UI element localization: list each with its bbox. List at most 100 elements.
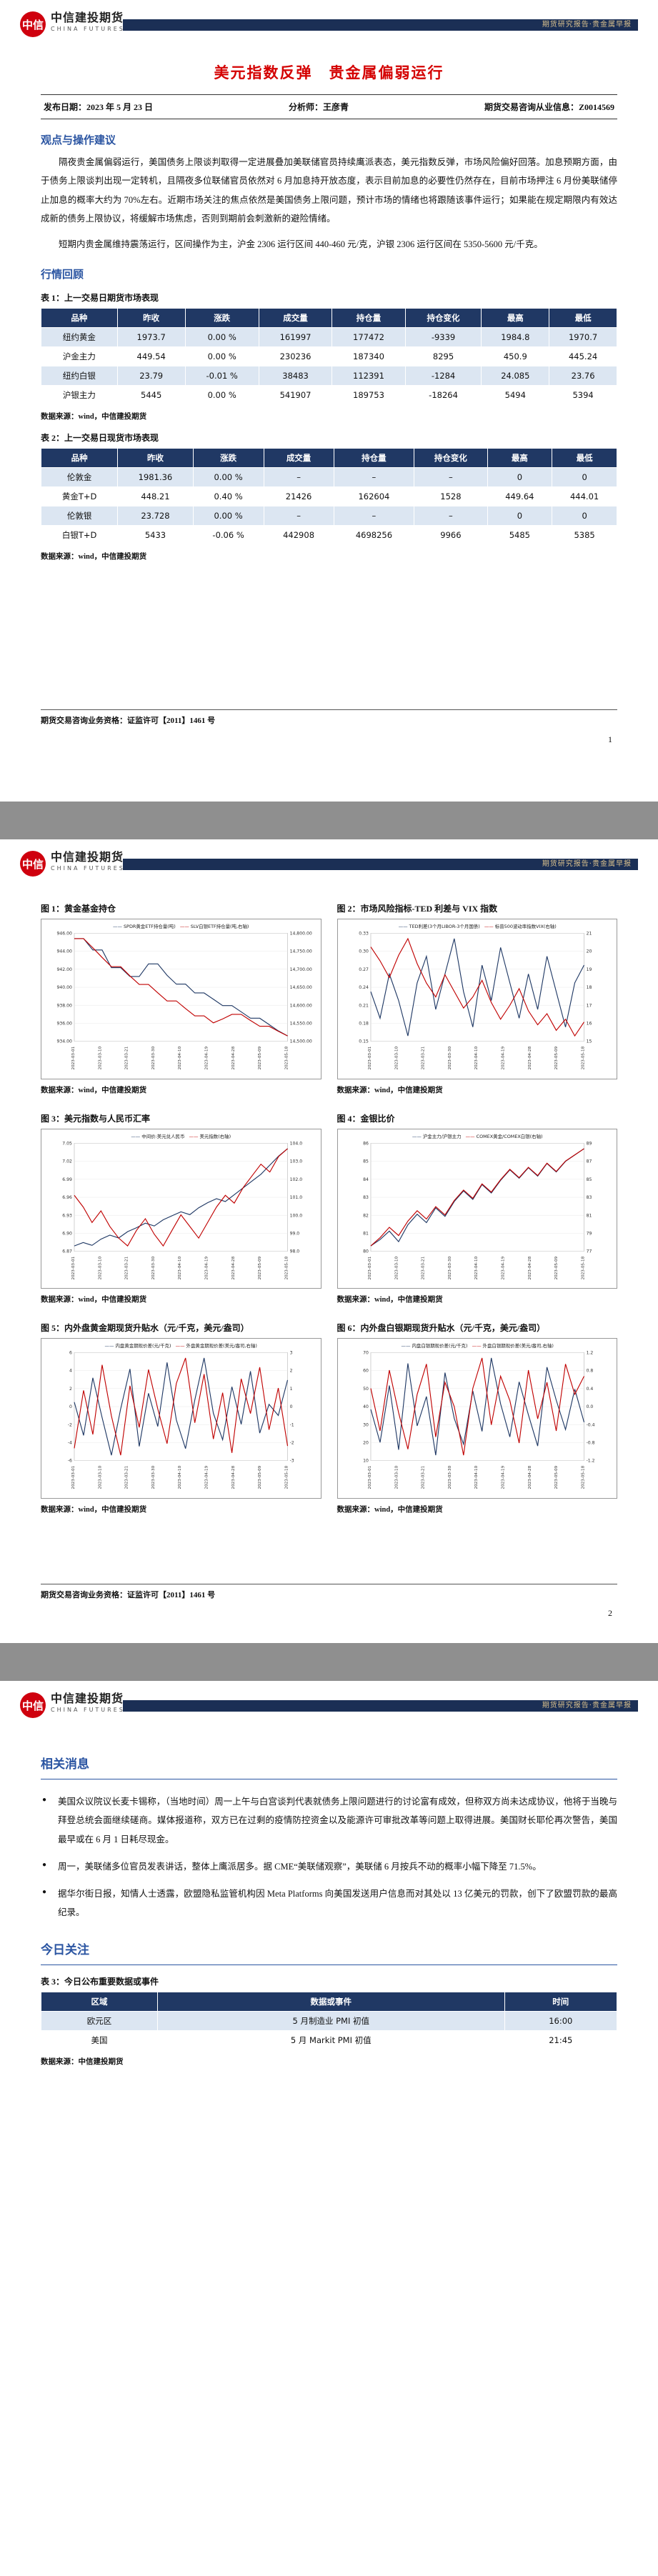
svg-text:79: 79 (586, 1231, 592, 1236)
svg-text:6.87: 6.87 (62, 1249, 72, 1254)
svg-text:89: 89 (586, 1141, 592, 1146)
table-cell: 5485 (487, 525, 553, 546)
svg-text:6.93: 6.93 (62, 1213, 72, 1218)
chart-gold-basis: —— 内盘黄金期现价差(元/千克) —— 外盘黄金期现价差(美元/盎司,右轴) 6… (68, 1343, 294, 1489)
page-number: 1 (608, 734, 612, 744)
logo-text-block: 中信建投期货 CHINA FUTURES (51, 1692, 125, 1713)
svg-text:2023-04-19: 2023-04-19 (501, 1046, 505, 1069)
svg-text:2023-03-21: 2023-03-21 (125, 1256, 129, 1279)
svg-text:2023-05-18: 2023-05-18 (285, 1466, 289, 1489)
figure-3-source: 数据来源：wind，中信建投期货 (41, 1296, 147, 1304)
table-cell: 449.64 (487, 486, 553, 507)
section-today-heading: 今日关注 (41, 1940, 617, 1965)
svg-text:0.4: 0.4 (586, 1387, 593, 1392)
report-banner: 期货研究报告·贵金属早报 (123, 19, 638, 31)
svg-text:2023-04-28: 2023-04-28 (231, 1256, 236, 1279)
logo-text-block: 中信建投期货 CHINA FUTURES (51, 851, 125, 872)
svg-text:0: 0 (69, 1405, 72, 1410)
spot-market-table: 品种 昨收 涨跌 成交量 持仓量 持仓变化 最高 最低 伦敦金 1981.36 0.00 % – – –0… (40, 448, 617, 546)
table-cell: -0.06 % (192, 525, 264, 546)
logo-company-name-en: CHINA FUTURES (51, 865, 125, 872)
company-logo: 中信 中信建投期货 CHINA FUTURES (20, 1692, 125, 1718)
figure-5-frame: —— 内盘黄金期现价差(元/千克) —— 外盘黄金期现价差(美元/盎司,右轴) 6… (41, 1338, 321, 1499)
figure-2: 图 2：市场风险指标-TED 利差与 VIX 指数 —— TED利差(3个月LI… (337, 899, 617, 1095)
svg-text:87: 87 (586, 1159, 592, 1164)
svg-text:934.00: 934.00 (56, 1039, 72, 1044)
svg-text:2023-05-09: 2023-05-09 (554, 1466, 559, 1489)
svg-text:0.21: 0.21 (359, 1003, 369, 1008)
svg-text:-2: -2 (290, 1441, 294, 1446)
logo-text-block: 中信建投期货 CHINA FUTURES (51, 11, 125, 32)
chart-usd-index-cny: —— 中间价:美元兑人民币 —— 美元指数(右轴) 7.05 7.02 6.99 6.9… (62, 1133, 303, 1279)
table-row: 欧元区 5 月制造业 PMI 初值 16:00 (41, 2010, 618, 2031)
table-cell: 0 (487, 467, 553, 488)
svg-text:2023-04-10: 2023-04-10 (178, 1466, 182, 1489)
svg-text:2023-03-10: 2023-03-10 (98, 1256, 102, 1279)
figure-1-caption: 图 1：黄金基金持仓 (41, 904, 116, 914)
svg-text:—— 内盘黄金期现价差(元/千克) —— 外盘黄金期现价: —— 内盘黄金期现价差(元/千克) —— 外盘黄金期现价差(美元/盎司,右轴) (105, 1343, 257, 1349)
table-cell: 纽约白银 (41, 366, 118, 386)
license-number: 期货交易咨询从业信息：Z0014569 (484, 102, 614, 112)
table-cell: 230236 (258, 346, 333, 367)
table-row: 沪银主力 5445 0.00 % 541907 189753 -18264 5494 5394 (41, 385, 617, 406)
svg-text:2023-04-28: 2023-04-28 (527, 1046, 532, 1069)
table2-source: 数据来源：wind，中信建投期货 (41, 553, 147, 561)
figure-5-source: 数据来源：wind，中信建投期货 (41, 1506, 147, 1514)
figure-6-frame: —— 内盘白银期现价差(元/千克) —— 外盘白银期现价差(美元/盎司,右轴) 7… (337, 1338, 617, 1499)
column-header: 品种 (40, 448, 119, 469)
svg-text:0.27: 0.27 (359, 967, 369, 972)
logo-company-name: 中信建投期货 (51, 1693, 124, 1705)
svg-text:6.96: 6.96 (62, 1195, 72, 1200)
svg-text:103.0: 103.0 (290, 1159, 303, 1164)
section-viewpoint-heading: 观点与操作建议 (41, 135, 116, 146)
svg-text:2023-03-30: 2023-03-30 (151, 1466, 156, 1489)
report-header: 中信 中信建投期货 CHINA FUTURES 期货研究报告·贵金属早报 (0, 1681, 658, 1737)
svg-text:2023-03-21: 2023-03-21 (421, 1046, 425, 1069)
table-cell: 187340 (332, 346, 406, 367)
column-header: 持仓变化 (404, 308, 482, 329)
figure-5-caption: 图 5：内外盘黄金期现货升贴水（元/千克，美元/盎司） (41, 1323, 249, 1334)
table-row: 沪金主力 449.54 0.00 % 230236 187340 8295 450.9 445… (41, 346, 617, 367)
column-header: 时间 (504, 1991, 618, 2012)
svg-text:2023-04-19: 2023-04-19 (501, 1466, 505, 1489)
column-header: 最低 (552, 448, 617, 469)
svg-text:17: 17 (586, 1003, 592, 1008)
svg-text:2023-03-30: 2023-03-30 (447, 1466, 452, 1489)
table-cell: 448.21 (117, 486, 194, 507)
svg-text:2: 2 (290, 1369, 293, 1374)
svg-text:3: 3 (290, 1351, 293, 1356)
page-separator (0, 1643, 658, 1681)
svg-text:14,650.00: 14,650.00 (290, 985, 312, 990)
table-cell: 0.00 % (192, 467, 264, 488)
citic-logo-icon: 中信 (20, 11, 46, 37)
svg-text:14,750.00: 14,750.00 (290, 949, 312, 954)
svg-text:2023-04-28: 2023-04-28 (527, 1466, 532, 1489)
today-events-table: 区域 数据或事件 时间 欧元区 5 月制造业 PMI 初值 16:00 美国 5 月 Mark… (41, 1991, 618, 2050)
svg-text:940.00: 940.00 (56, 985, 72, 990)
column-header: 区域 (41, 1991, 158, 2012)
svg-text:80: 80 (363, 1249, 369, 1254)
table-cell: – (263, 506, 334, 526)
table-row: 黄金T+D 448.21 0.40 % 21426 162604 1528 449.64 44… (40, 486, 617, 507)
svg-text:14,600.00: 14,600.00 (290, 1003, 312, 1008)
svg-text:2023-04-10: 2023-04-10 (178, 1046, 182, 1069)
meta-bar: 发布日期：2023 年 5 月 23 日 分析师：王彦青 期货交易咨询从业信息：… (41, 94, 617, 119)
svg-text:82: 82 (363, 1213, 369, 1218)
svg-text:2: 2 (69, 1387, 72, 1392)
svg-text:102.0: 102.0 (290, 1177, 303, 1182)
svg-text:70: 70 (363, 1351, 369, 1356)
table-cell: -9339 (404, 327, 482, 348)
figure-4-frame: —— 沪金主力/沪银主力 —— COMEX黄金/COMEX白银(右轴) 86 85 8… (337, 1128, 617, 1289)
section-news-heading: 相关消息 (41, 1754, 617, 1779)
viewpoint-paragraph-2: 短期内贵金属维持震荡运行，区间操作为主，沪金 2306 运行区间 440-460… (59, 239, 543, 249)
footer-license: 期货交易咨询业务资格：证监许可【2011】1461 号 (41, 709, 617, 726)
svg-text:2023-03-30: 2023-03-30 (151, 1256, 156, 1279)
table-cell: 纽约黄金 (41, 327, 118, 348)
svg-text:-3: -3 (290, 1459, 294, 1464)
analyst-name: 分析师：王彦青 (288, 102, 349, 112)
figure-grid: 图 1：黄金基金持仓 —— SPDR黄金ETF持仓量(吨) —— SLV白银ET… (41, 899, 617, 1529)
svg-text:81: 81 (586, 1213, 592, 1218)
table-cell: 1984.8 (481, 327, 550, 348)
svg-text:2023-05-18: 2023-05-18 (581, 1256, 585, 1279)
svg-text:7.02: 7.02 (62, 1159, 72, 1164)
